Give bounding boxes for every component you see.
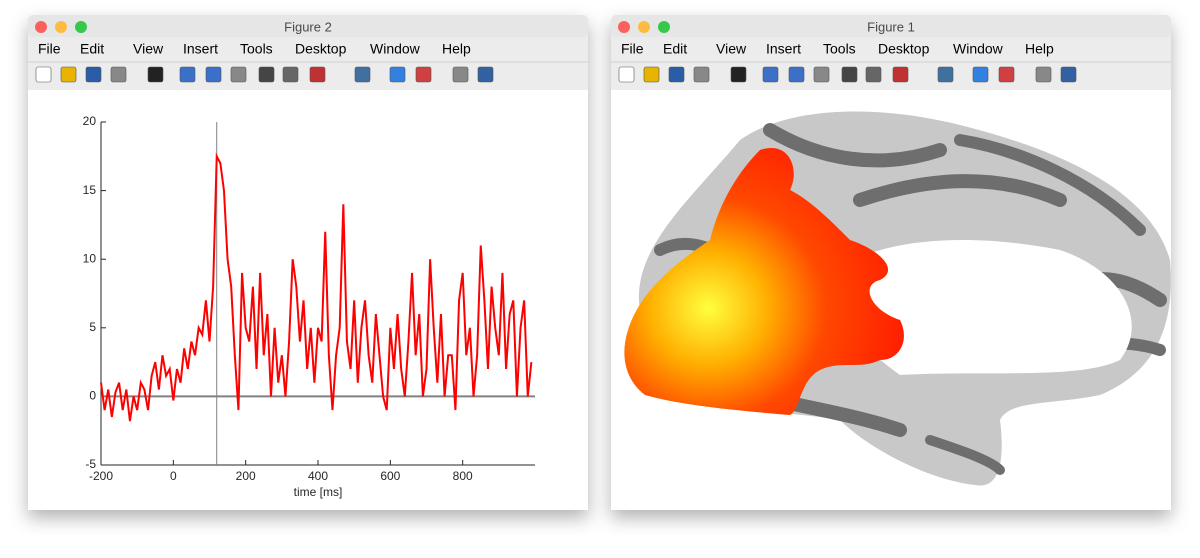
window-button[interactable] [638,21,650,33]
toolbar-icon[interactable] [998,66,1015,83]
brain-surface [624,111,1171,486]
sulcus [763,123,947,168]
toolbar-icon[interactable] [309,66,326,83]
toolbar-icon[interactable] [1060,66,1077,83]
menu-item[interactable]: Window [953,41,1004,57]
toolbar-icon[interactable] [730,66,747,83]
toolbar-icon[interactable] [60,66,77,83]
medial-wall [830,240,1132,375]
toolbar-icon[interactable] [452,66,469,83]
x-tick-label: 800 [453,469,473,483]
menu-item[interactable]: Insert [183,41,218,57]
toolbar-icon[interactable] [477,66,494,83]
toolbar-icon[interactable] [205,66,222,83]
activation-blob [624,148,904,415]
menu-item[interactable]: Edit [663,41,687,57]
canvas [28,90,588,510]
toolbar-icon[interactable] [354,66,371,83]
toolbar-icon[interactable] [389,66,406,83]
menu-item[interactable]: Insert [766,41,801,57]
toolbar-icon[interactable] [762,66,779,83]
menu-item[interactable]: Desktop [878,41,930,57]
toolbar-icon[interactable] [865,66,882,83]
y-tick-label: 5 [89,320,96,334]
toolbar-icon[interactable] [972,66,989,83]
window-button[interactable] [35,21,47,33]
menu-item[interactable]: Edit [80,41,104,57]
menu-item[interactable]: File [38,41,61,57]
toolbar-icon[interactable] [147,66,164,83]
toolbar-icon[interactable] [693,66,710,83]
sulcus [853,174,1067,207]
menu-item[interactable]: Help [442,41,471,57]
window: Figure 2 File Edit View Insert Tools Desktop Wi… [28,15,588,510]
x-tick-label: 200 [236,469,256,483]
toolbar-icon[interactable] [841,66,858,83]
toolbar-icon[interactable] [892,66,909,83]
toolbar-icon[interactable] [415,66,432,83]
toolbar-icon[interactable] [282,66,299,83]
title-bar [611,15,1171,37]
window-title: Figure 2 [284,19,332,34]
data-line [100,152,533,422]
toolbar-icon[interactable] [618,66,635,83]
toolbar-icon[interactable] [110,66,127,83]
menu-item[interactable]: Help [1025,41,1054,57]
toolbar-icon[interactable] [258,66,275,83]
y-tick-label: -5 [85,457,96,471]
sulcus [954,134,1146,236]
menu-item[interactable]: Tools [823,41,856,57]
toolbar-icon[interactable] [85,66,102,83]
x-tick-label: 600 [380,469,400,483]
menu-item[interactable]: File [621,41,644,57]
x-tick-label: -200 [89,469,113,483]
menu-item[interactable]: Desktop [295,41,347,57]
y-tick-label: 15 [83,183,97,197]
x-tick-label: 0 [170,469,177,483]
title-bar [28,15,588,37]
x-axis-label: time [ms] [294,485,343,499]
window-button[interactable] [55,21,67,33]
y-tick-label: 20 [83,114,97,128]
x-tick-label: 400 [308,469,328,483]
toolbar-icon[interactable] [788,66,805,83]
toolbar-icon[interactable] [230,66,247,83]
window-button[interactable] [658,21,670,33]
menu-item[interactable]: View [716,41,747,57]
sulcus [925,435,1005,475]
window-title: Figure 1 [867,19,915,34]
toolbar-icon[interactable] [937,66,954,83]
window-button[interactable] [75,21,87,33]
menu-item[interactable]: Window [370,41,421,57]
window-button[interactable] [618,21,630,33]
toolbar-icon[interactable] [179,66,196,83]
toolbar-icon[interactable] [35,66,52,83]
menu-item[interactable]: View [133,41,164,57]
toolbar-icon[interactable] [643,66,660,83]
toolbar-icon[interactable] [668,66,685,83]
toolbar-icon[interactable] [813,66,830,83]
y-tick-label: 0 [89,389,96,403]
y-tick-label: 10 [83,251,97,265]
toolbar-icon[interactable] [1035,66,1052,83]
menu-item[interactable]: Tools [240,41,273,57]
